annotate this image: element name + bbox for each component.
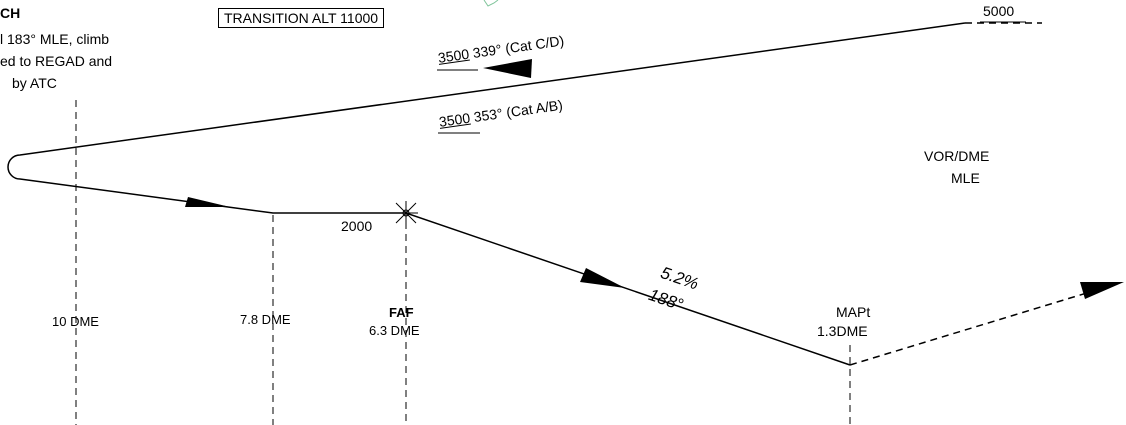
missed-approach-path — [849, 291, 1091, 366]
mapt-label: MAPt — [836, 304, 871, 320]
altitude-2000-label: 2000 — [341, 218, 373, 234]
altitude-5000-label: 5000 — [983, 3, 1015, 19]
missed-approach-line-3: by ATC — [12, 75, 57, 91]
missed-approach-arrow — [1080, 282, 1124, 299]
faf-label: FAF — [389, 305, 414, 320]
cat-ab-altitude: 3500 — [438, 109, 472, 130]
transition-altitude-box: TRANSITION ALT 11000 — [218, 8, 385, 28]
missed-approach-title: CH — [0, 5, 21, 21]
outbound-arrow — [483, 59, 532, 78]
navaid-ident: MLE — [951, 170, 980, 186]
missed-approach-line-2: ed to REGAD and — [0, 53, 113, 69]
map-fragment-icon — [483, 0, 499, 7]
faf-fix-icon — [394, 201, 418, 225]
dme-7-8-label: 7.8 DME — [240, 312, 291, 327]
mapt-dme-label: 1.3DME — [817, 323, 868, 339]
missed-approach-line-1: l 183° MLE, climb — [0, 31, 110, 47]
final-approach-arrow — [580, 268, 625, 288]
inbound-arrow — [185, 197, 230, 207]
faf-dme-label: 6.3 DME — [369, 323, 420, 338]
dme-10-label: 10 DME — [52, 314, 99, 329]
procedure-turn-path — [7, 22, 966, 366]
navaid-type: VOR/DME — [924, 148, 990, 164]
cat-cd-altitude: 3500 — [437, 45, 471, 66]
